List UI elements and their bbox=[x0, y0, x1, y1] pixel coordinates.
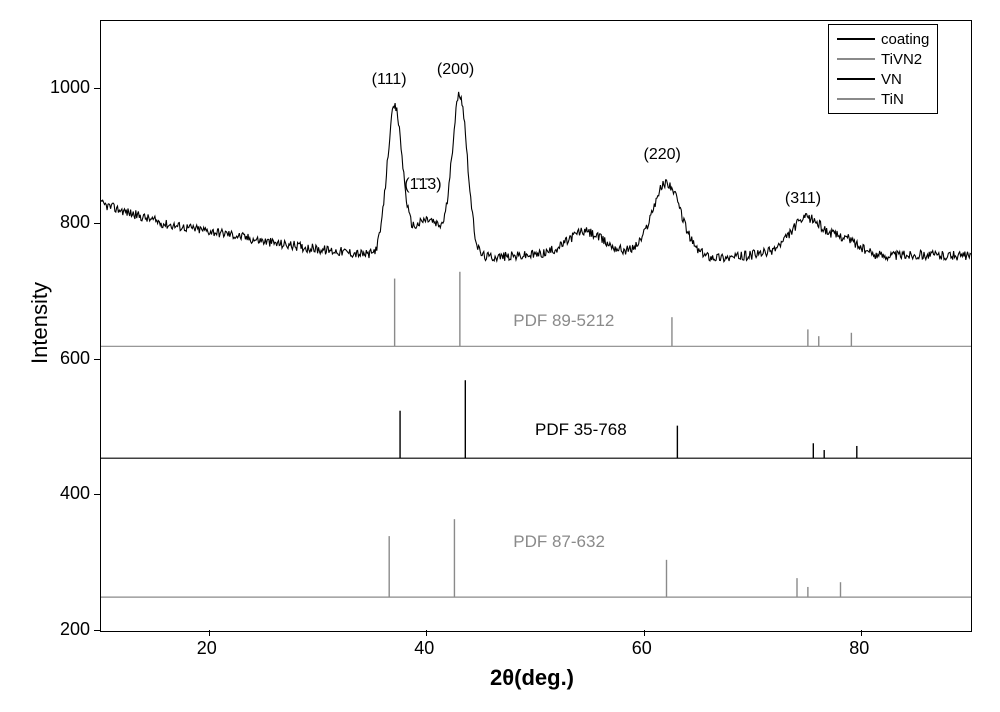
legend-swatch bbox=[837, 78, 875, 79]
y-tick-label: 800 bbox=[45, 212, 90, 233]
x-tick-label: 80 bbox=[849, 638, 869, 659]
y-tick bbox=[94, 630, 100, 631]
x-tick-label: 20 bbox=[197, 638, 217, 659]
pdf-label: PDF 35-768 bbox=[535, 420, 627, 440]
y-tick bbox=[94, 223, 100, 224]
legend-label: TiVN2 bbox=[881, 51, 922, 68]
legend-label: TiN bbox=[881, 91, 904, 108]
legend-item: TiN bbox=[837, 89, 929, 109]
peak-label: (220) bbox=[644, 146, 681, 164]
legend-item: TiVN2 bbox=[837, 49, 929, 69]
legend-label: coating bbox=[881, 31, 929, 48]
xrd-chart: Intensity 2θ(deg.) coatingTiVN2VNTiN 204… bbox=[0, 0, 1000, 712]
peak-label: (200) bbox=[437, 61, 474, 79]
legend-label: VN bbox=[881, 71, 902, 88]
y-tick bbox=[94, 359, 100, 360]
x-tick-label: 60 bbox=[632, 638, 652, 659]
pdf-label: PDF 89-5212 bbox=[513, 311, 614, 331]
peak-label: (311) bbox=[785, 190, 821, 208]
y-tick-label: 1000 bbox=[45, 77, 90, 98]
y-tick bbox=[94, 88, 100, 89]
y-tick-label: 600 bbox=[45, 348, 90, 369]
peak-label: (1̄1̄3) bbox=[404, 176, 441, 194]
legend: coating TiVN2 VN TiN bbox=[828, 24, 938, 114]
pdf-label: PDF 87-632 bbox=[513, 532, 605, 552]
x-tick bbox=[209, 630, 210, 636]
legend-swatch bbox=[837, 38, 875, 39]
y-tick bbox=[94, 494, 100, 495]
x-tick bbox=[644, 630, 645, 636]
y-tick-label: 400 bbox=[45, 483, 90, 504]
legend-item: VN bbox=[837, 69, 929, 89]
legend-swatch bbox=[837, 98, 875, 99]
x-tick-label: 40 bbox=[414, 638, 434, 659]
x-axis-title: 2θ(deg.) bbox=[490, 665, 574, 691]
peak-label: (111) bbox=[372, 71, 407, 89]
x-tick bbox=[861, 630, 862, 636]
legend-item: coating bbox=[837, 29, 929, 49]
x-tick bbox=[426, 630, 427, 636]
x-axis-title-text: 2θ(deg.) bbox=[490, 665, 574, 690]
legend-swatch bbox=[837, 58, 875, 59]
y-tick-label: 200 bbox=[45, 619, 90, 640]
